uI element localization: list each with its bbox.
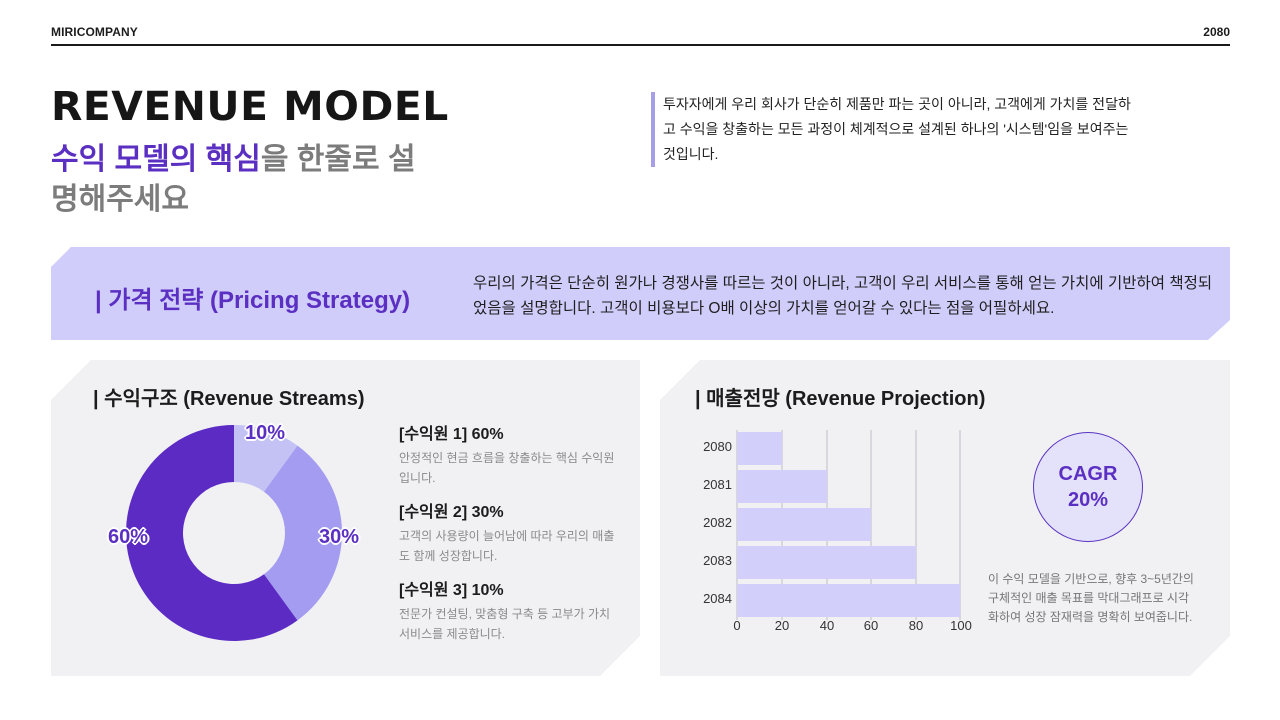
bar-2082 (737, 508, 871, 541)
pricing-strategy-banner: | 가격 전략 (Pricing Strategy) 우리의 가격은 단순히 원… (51, 247, 1230, 340)
donut-slice-60 (126, 425, 297, 641)
stream-description: 안정적인 현금 흐름을 창출하는 핵심 수익원입니다. (399, 451, 615, 485)
donut-slice-10 (234, 425, 297, 492)
revenue-projection-card: | 매출전망 (Revenue Projection) 2080 2081 20… (660, 360, 1230, 676)
year-label: 2080 (1203, 25, 1230, 39)
subtitle-rest: 을 한줄로 설명해주세요 (51, 143, 416, 216)
y-tick: 2083 (703, 553, 732, 568)
x-tick: 100 (950, 618, 972, 633)
revenue-streams-title: | 수익구조 (Revenue Streams) (93, 388, 365, 410)
x-tick: 60 (863, 618, 879, 633)
x-tick: 40 (819, 618, 835, 633)
bar-2084 (737, 584, 960, 617)
y-tick: 2082 (703, 515, 732, 530)
cagr-value: 20% (1067, 489, 1109, 511)
cagr-badge: CAGR 20% (1033, 432, 1143, 542)
revenue-streams-list: [수익원 1] 60% 안정적인 현금 흐름을 창출하는 핵심 수익원입니다. … (399, 424, 619, 658)
stream-heading: [수익원 2] 30% (399, 504, 504, 521)
bar-2080 (737, 432, 782, 465)
donut-label-10: 10% (245, 422, 286, 444)
projection-description: 이 수익 모델을 기반으로, 향후 3~5년간의 구체적인 매출 목표를 막대그… (988, 572, 1194, 624)
cagr-label: CAGR (1058, 463, 1118, 485)
donut-slice-30 (264, 446, 342, 621)
intro-quote: 투자자에게 우리 회사가 단순히 제품만 파는 곳이 아니라, 고객에게 가치를… (651, 92, 1131, 167)
revenue-donut-chart (125, 424, 343, 642)
gridline (870, 430, 872, 620)
x-tick: 20 (774, 618, 790, 633)
stream-item: [수익원 1] 60% 안정적인 현금 흐름을 창출하는 핵심 수익원입니다. (399, 424, 619, 488)
bar-2083 (737, 546, 916, 579)
stream-description: 전문가 컨설팅, 맞춤형 구축 등 고부가 가치 서비스를 제공합니다. (399, 607, 611, 641)
y-tick: 2080 (703, 439, 732, 454)
stream-item: [수익원 2] 30% 고객의 사용량이 늘어남에 따라 우리의 매출도 함께 … (399, 502, 619, 566)
stream-item: [수익원 3] 10% 전문가 컨설팅, 맞춤형 구축 등 고부가 가치 서비스… (399, 580, 619, 644)
page-header: MIRICOMPANY 2080 (51, 24, 1230, 46)
stream-description: 고객의 사용량이 늘어남에 따라 우리의 매출도 함께 성장합니다. (399, 529, 615, 563)
gridline (915, 430, 917, 620)
y-tick: 2081 (703, 477, 732, 492)
bar-2081 (737, 470, 827, 503)
revenue-streams-card: | 수익구조 (Revenue Streams) 10% 60% 30% [수익… (51, 360, 640, 676)
gridline (959, 430, 961, 620)
projection-bar-chart: 2080 2081 2082 2083 2084 0 20 40 60 80 1… (690, 428, 980, 643)
pricing-description: 우리의 가격은 단순히 원가나 경쟁사를 따르는 것이 아니라, 고객이 우리 … (473, 275, 1213, 317)
page-title: REVENUE MODEL (51, 84, 449, 130)
x-tick: 80 (908, 618, 924, 633)
subtitle-accent: 수익 모델의 핵심 (51, 143, 261, 176)
company-name: MIRICOMPANY (51, 25, 138, 39)
stream-heading: [수익원 3] 10% (399, 582, 504, 599)
stream-heading: [수익원 1] 60% (399, 426, 504, 443)
x-tick: 0 (733, 618, 741, 633)
donut-label-60: 60% (108, 526, 149, 548)
donut-label-30: 30% (319, 526, 360, 548)
y-tick: 2084 (703, 591, 732, 606)
revenue-projection-title: | 매출전망 (Revenue Projection) (695, 388, 986, 410)
page-subtitle: 수익 모델의 핵심을 한줄로 설명해주세요 (51, 140, 431, 220)
pricing-title: | 가격 전략 (Pricing Strategy) (95, 287, 411, 314)
